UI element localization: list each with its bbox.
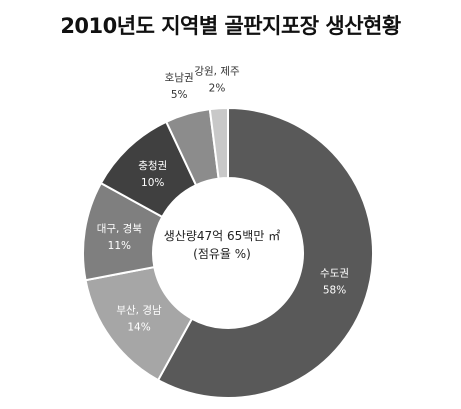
slice-value-호남권: 5% — [171, 89, 188, 101]
slice-value-수도권: 58% — [323, 284, 346, 296]
slice-value-강원-제주: 2% — [209, 82, 226, 94]
slice-value-대구-경북: 11% — [108, 240, 131, 252]
chart-title: 2010년도 지역별 골판지포장 생산현황 — [60, 14, 401, 38]
slice-label-충청권: 충청권 — [138, 160, 167, 172]
slice-label-수도권: 수도권 — [320, 267, 349, 279]
center-text-line-1: 생산량47억 65백만 ㎡ — [164, 229, 280, 243]
slice-label-강원-제주: 강원, 제주 — [194, 65, 240, 77]
slice-value-충청권: 10% — [141, 177, 164, 189]
slice-label-호남권: 호남권 — [165, 72, 194, 84]
slice-강원-제주 — [208, 106, 229, 180]
slice-수도권 — [156, 106, 374, 399]
slice-label-대구-경북: 대구, 경북 — [97, 222, 143, 235]
slice-label-부산-경남: 부산, 경남 — [116, 304, 162, 317]
slice-value-부산-경남: 14% — [127, 322, 150, 334]
center-text-line-2: (점유율 %) — [193, 247, 251, 261]
